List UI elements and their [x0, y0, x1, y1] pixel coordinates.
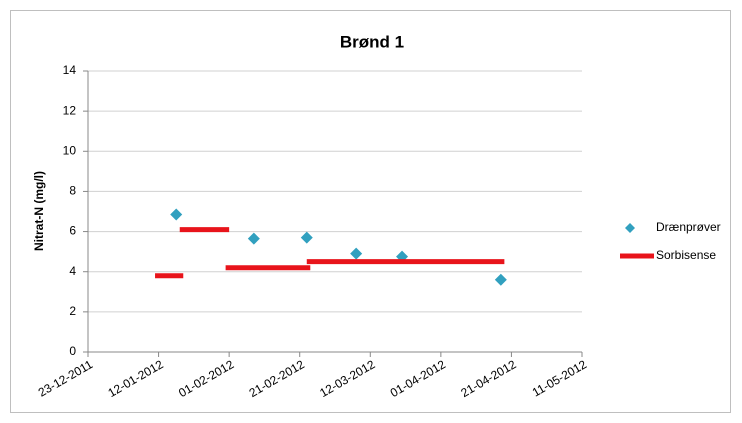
y-tick-label: 6 [69, 224, 76, 238]
legend-marker [625, 223, 635, 233]
y-axis-label: Nitrat-N (mg/l) [32, 171, 46, 251]
y-tick-label: 10 [63, 143, 77, 157]
marker [350, 247, 363, 260]
y-tick-label: 4 [69, 264, 76, 278]
y-tick-label: 8 [69, 184, 76, 198]
marker [247, 232, 260, 245]
y-tick-label: 2 [69, 304, 76, 318]
legend-label: Drænprøver [656, 220, 721, 234]
marker [300, 231, 313, 244]
marker [170, 208, 183, 221]
legend-label: Sorbisense [656, 248, 716, 262]
marker [494, 273, 507, 286]
chart-title: Brønd 1 [340, 32, 404, 51]
y-tick-label: 14 [63, 63, 77, 77]
y-tick-label: 0 [69, 344, 76, 358]
chart-frame [10, 10, 731, 413]
y-tick-label: 12 [63, 103, 77, 117]
